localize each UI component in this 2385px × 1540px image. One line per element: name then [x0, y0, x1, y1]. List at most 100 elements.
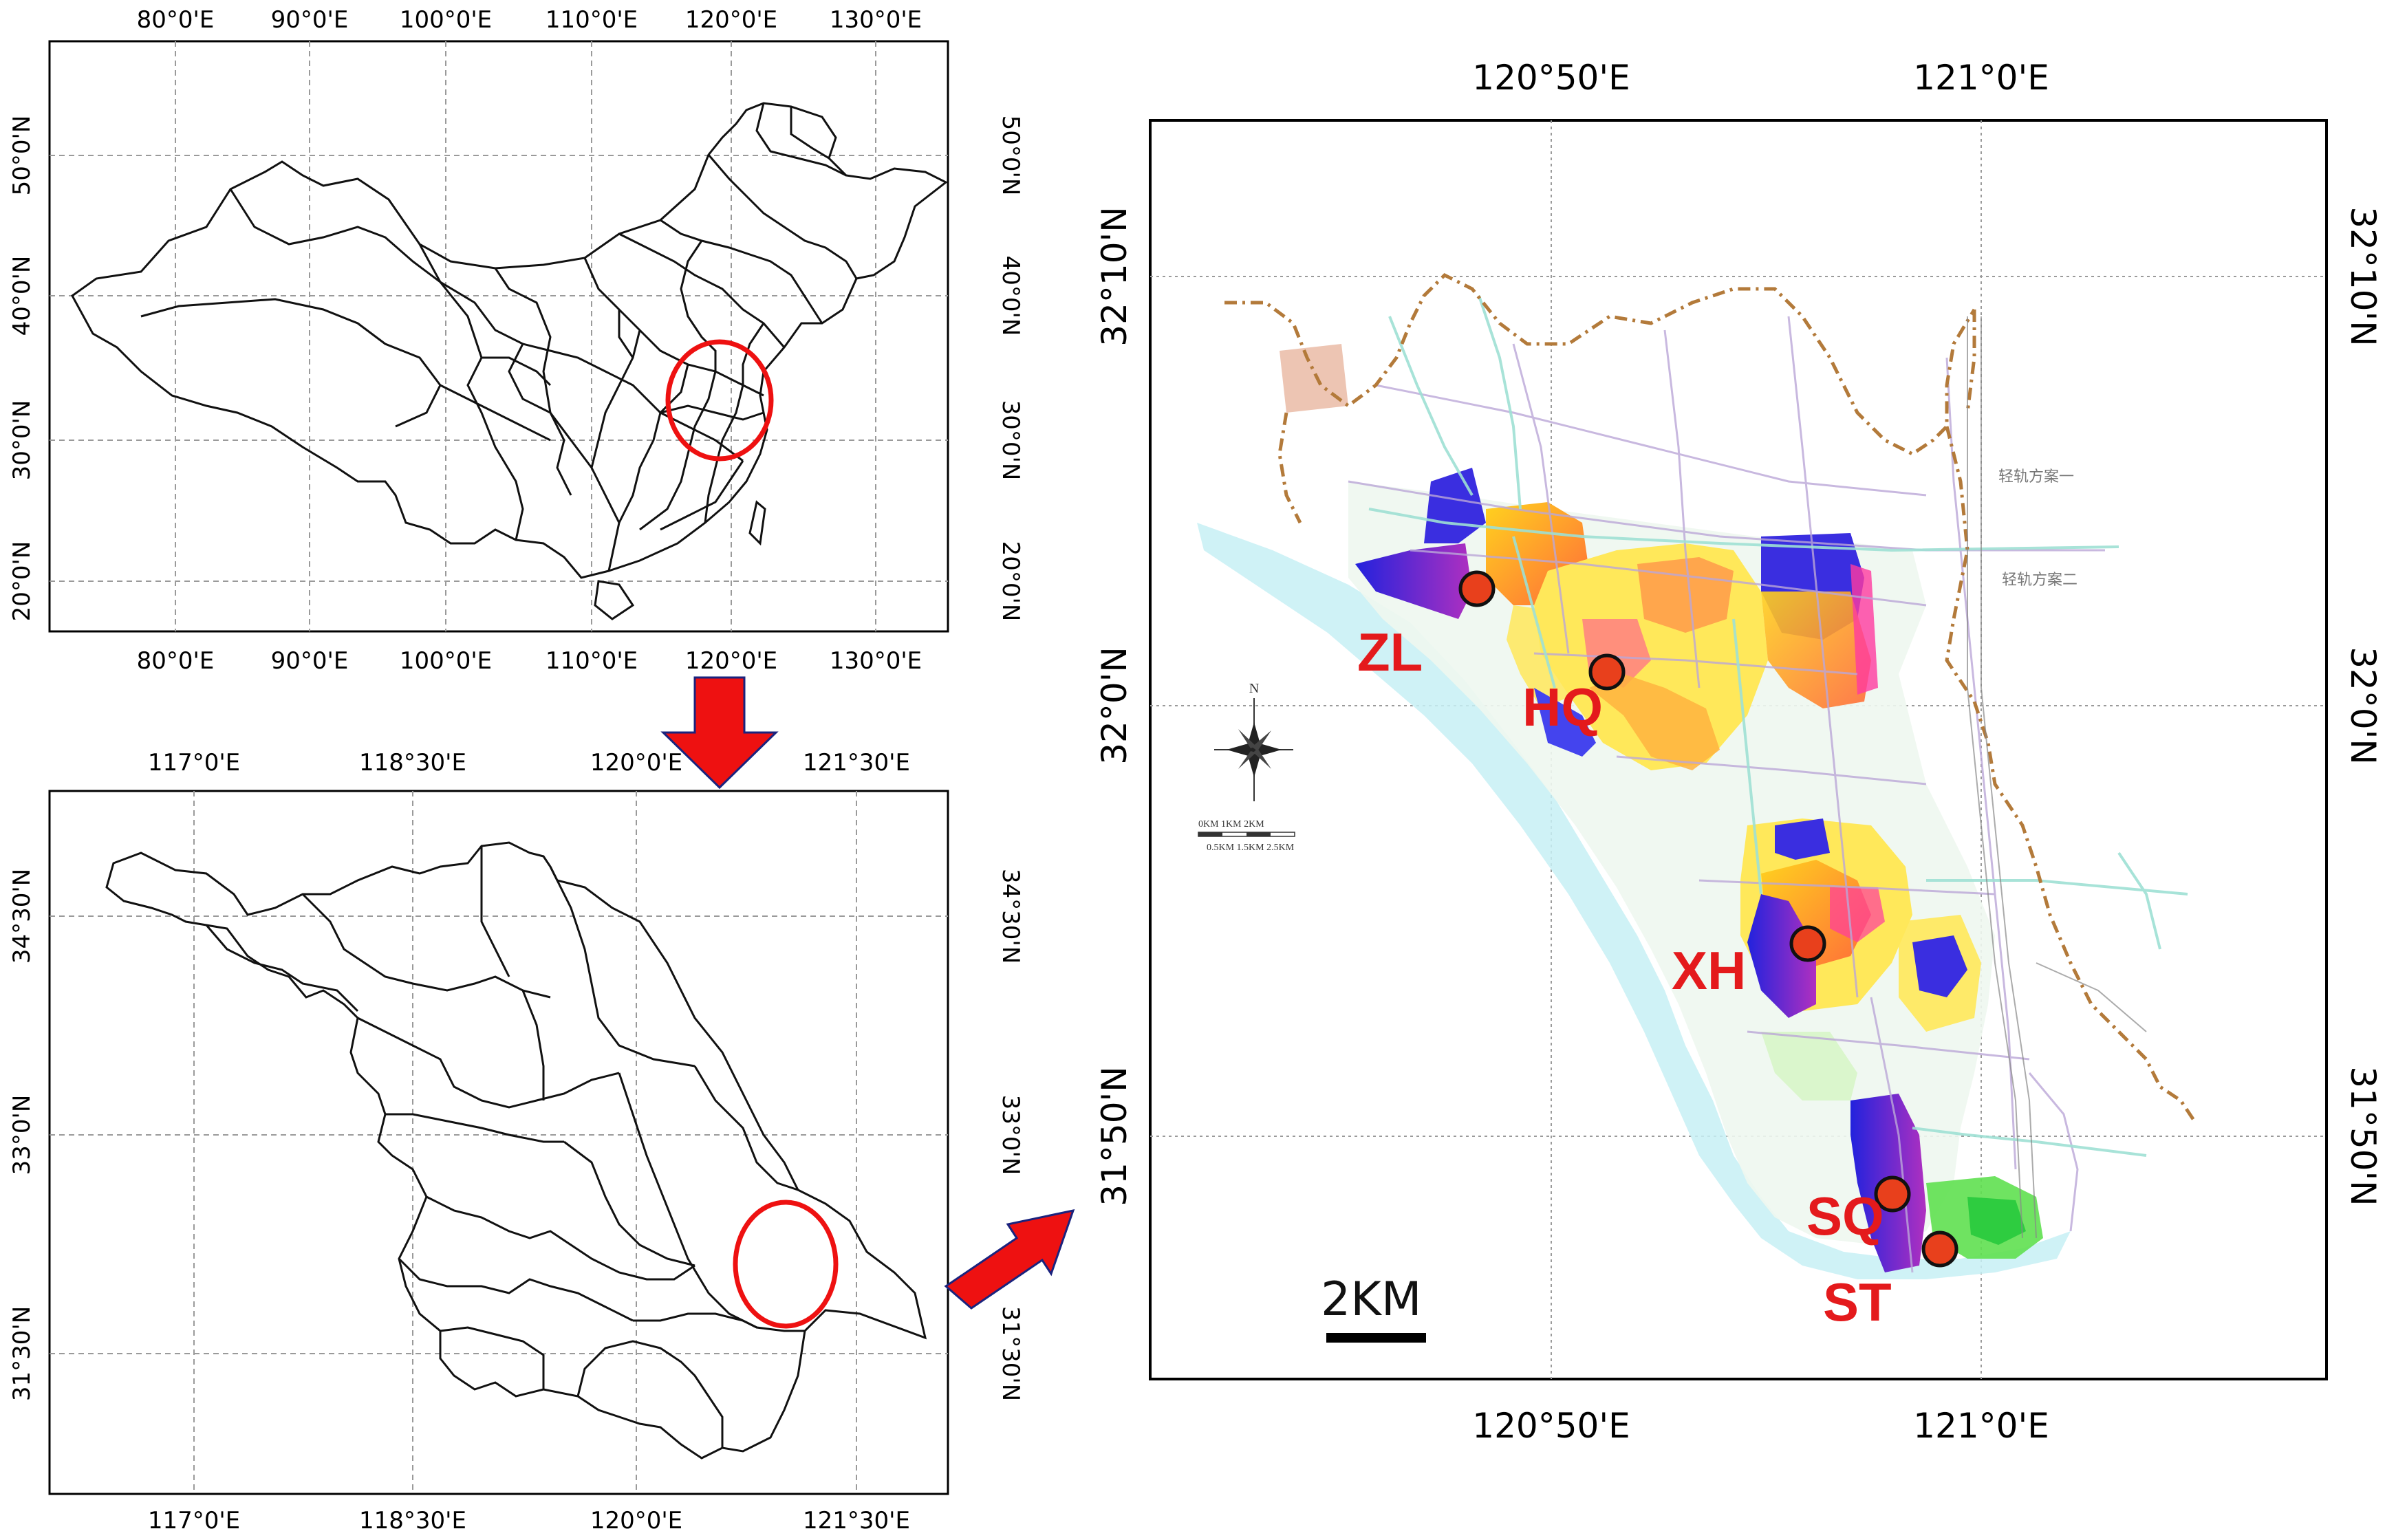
detail-lon-labels-top: 120°50'E 121°0'E	[1472, 58, 2049, 98]
china-lon-labels-top: 80°0'E 90°0'E 100°0'E 110°0'E 120°0'E 13…	[137, 6, 922, 34]
detail-lat-labels-left: 32°10'N 32°0'N 31°50'N	[1094, 206, 1134, 1206]
compass-north-label: N	[1249, 681, 1259, 696]
china-lon-label: 130°0'E	[830, 647, 922, 675]
site-marker-xh	[1789, 925, 1826, 962]
detail-lon-labels-bottom: 120°50'E 121°0'E	[1472, 1406, 2049, 1446]
china-lon-labels-bottom: 80°0'E 90°0'E 100°0'E 110°0'E 120°0'E 13…	[137, 647, 922, 675]
jiangsu-highlight-ellipse	[733, 1200, 839, 1329]
jiangsu-lon-label: 120°0'E	[590, 1507, 682, 1534]
jiangsu-map-frame	[48, 790, 949, 1495]
detail-lon-label: 121°0'E	[1913, 1406, 2049, 1446]
scale-bar: 2KM	[1321, 1272, 1426, 1343]
detail-lat-label: 31°50'N	[1094, 1066, 1134, 1206]
china-lat-label: 20°0'N	[997, 541, 1024, 622]
detail-lat-label: 32°10'N	[1094, 206, 1134, 346]
planning-boundary-line	[1224, 272, 2197, 1123]
china-map-panel: 80°0'E 90°0'E 100°0'E 110°0'E 120°0'E 13…	[8, 6, 1024, 675]
jiangsu-lat-label: 31°30'N	[8, 1306, 36, 1401]
jiangsu-lon-labels-bottom: 117°0'E 118°30'E 120°0'E 121°30'E	[148, 1507, 910, 1534]
st-district-zone	[1967, 1197, 2026, 1245]
jiangsu-lon-label: 121°30'E	[803, 749, 910, 777]
detail-lat-label: 32°0'N	[2343, 647, 2383, 765]
mini-scale-top-label: 0KM 1KM 2KM	[1198, 819, 1264, 829]
scale-bar-label: 2KM	[1321, 1272, 1422, 1327]
jiangsu-lon-label: 118°30'E	[359, 749, 466, 777]
china-lon-label: 110°0'E	[546, 6, 638, 34]
china-lat-label: 40°0'N	[8, 256, 36, 336]
jiangsu-map-panel: 117°0'E 118°30'E 120°0'E 121°30'E 117°0'…	[8, 749, 1024, 1534]
scale-bar-line	[1326, 1333, 1426, 1343]
china-lat-label: 50°0'N	[997, 116, 1024, 196]
detail-lat-label: 32°10'N	[2343, 206, 2383, 346]
arrow-right-icon	[944, 1208, 1075, 1310]
jiangsu-lat-label: 34°30'N	[8, 869, 36, 964]
jiangsu-boundaries	[105, 841, 927, 1460]
china-lat-label: 20°0'N	[8, 541, 36, 622]
detail-lat-label: 31°50'N	[2343, 1066, 2383, 1206]
industrial-zone	[1280, 344, 1348, 413]
china-lat-label: 50°0'N	[8, 116, 36, 196]
jiangsu-lon-label: 121°30'E	[803, 1507, 910, 1534]
site-label-sq: SQ	[1806, 1186, 1884, 1246]
xh-district-zone	[1830, 887, 1885, 942]
east-district-zone	[1761, 592, 1871, 708]
site-markers	[1458, 570, 1958, 1268]
hq-district-zone	[1534, 688, 1596, 757]
site-marker-st	[1921, 1230, 1958, 1268]
site-label-zl: ZL	[1357, 622, 1423, 682]
detail-lat-labels-right: 32°10'N 32°0'N 31°50'N	[2343, 206, 2383, 1206]
road-network	[1348, 316, 2105, 1273]
detail-lon-label: 120°50'E	[1472, 58, 1630, 98]
china-lon-label: 80°0'E	[137, 6, 215, 34]
china-boundaries	[71, 102, 948, 620]
urban-plan-map	[1197, 272, 2197, 1279]
china-highlight-ellipse	[665, 339, 774, 462]
detail-map-panel: 轻轨方案一 轻轨方案二 N 0KM 1KM 2KM 0.5KM 1.5KM 2.…	[1094, 58, 2383, 1446]
xh-district-zone	[1747, 894, 1816, 1018]
china-lon-label: 90°0'E	[271, 6, 349, 34]
jiangsu-lon-labels-top: 117°0'E 118°30'E 120°0'E 121°30'E	[148, 749, 910, 777]
jiangsu-lon-label: 117°0'E	[148, 749, 240, 777]
china-lon-label: 100°0'E	[400, 647, 492, 675]
zl-district-zone	[1355, 543, 1472, 619]
jiangsu-lon-label: 118°30'E	[359, 1507, 466, 1534]
jiangsu-lon-label: 120°0'E	[590, 749, 682, 777]
china-map-frame	[48, 40, 949, 633]
jiangsu-lat-label: 31°30'N	[997, 1306, 1024, 1401]
central-district-zone	[1637, 557, 1734, 633]
china-lon-label: 120°0'E	[685, 647, 777, 675]
rail-option-1-label: 轻轨方案一	[1998, 468, 2074, 486]
china-graticule	[50, 41, 948, 631]
jiangsu-graticule	[50, 791, 948, 1494]
site-label-st: ST	[1823, 1272, 1892, 1332]
railway-lines	[1967, 316, 2147, 1239]
site-marker-zl	[1458, 570, 1496, 607]
jiangsu-lat-label: 33°0'N	[997, 1095, 1024, 1175]
river-coast-band	[1197, 523, 2071, 1279]
jiangsu-lon-label: 117°0'E	[148, 1507, 240, 1534]
jiangsu-lat-label: 33°0'N	[8, 1095, 36, 1175]
site-label-hq: HQ	[1522, 677, 1603, 737]
china-lon-label: 80°0'E	[137, 647, 215, 675]
china-lat-label: 40°0'N	[997, 256, 1024, 336]
china-lon-label: 120°0'E	[685, 6, 777, 34]
detail-lon-label: 120°50'E	[1472, 1406, 1630, 1446]
china-lat-labels-right: 50°0'N 40°0'N 30°0'N 20°0'N	[997, 116, 1024, 622]
site-marker-hq	[1588, 653, 1626, 691]
xh-district-zone	[1775, 818, 1830, 860]
china-lat-label: 30°0'N	[997, 400, 1024, 481]
china-lon-label: 90°0'E	[271, 647, 349, 675]
china-lat-label: 30°0'N	[8, 400, 36, 481]
compass-rose-icon: N	[1214, 681, 1293, 801]
china-lon-label: 110°0'E	[546, 647, 638, 675]
jiangsu-lat-labels-left: 34°30'N 33°0'N 31°30'N	[8, 869, 36, 1401]
site-label-xh: XH	[1672, 940, 1746, 1001]
china-lon-label: 130°0'E	[830, 6, 922, 34]
china-lat-labels-left: 50°0'N 40°0'N 30°0'N 20°0'N	[8, 116, 36, 622]
rail-option-2-label: 轻轨方案二	[2002, 572, 2078, 589]
arrow-down-icon	[660, 676, 779, 790]
green-zone	[1761, 1032, 1857, 1100]
china-lon-label: 100°0'E	[400, 6, 492, 34]
site-marker-sq	[1874, 1175, 1911, 1213]
